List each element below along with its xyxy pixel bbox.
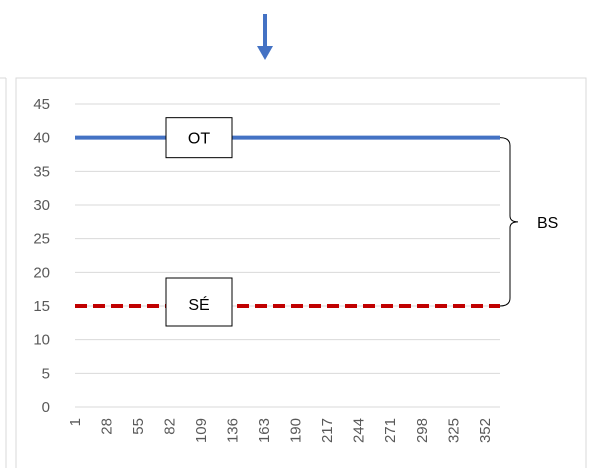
y-tick-label: 10 (33, 332, 50, 349)
annotations: OT SÉ BS (165, 14, 558, 327)
x-tick-label: 298 (414, 418, 431, 443)
se-label-box (165, 277, 233, 327)
y-tick-label: 20 (33, 264, 50, 281)
gridlines (75, 103, 500, 408)
y-axis-ticks: 0 5 10 15 20 25 30 35 40 45 (33, 96, 50, 416)
x-tick-label: 271 (382, 418, 399, 443)
ot-label: OT (188, 131, 210, 148)
y-tick-label: 15 (33, 298, 50, 315)
y-tick-label: 0 (42, 399, 50, 416)
se-label: SÉ (188, 295, 209, 314)
x-tick-label: 352 (477, 418, 494, 443)
x-tick-label: 55 (130, 418, 147, 435)
y-tick-label: 25 (33, 231, 50, 248)
y-tick-label: 40 (33, 130, 50, 147)
x-tick-label: 217 (319, 418, 336, 443)
chart-area-frame (15, 77, 587, 468)
series-lines (75, 135, 500, 308)
brace-label: BS (537, 215, 558, 232)
x-tick-label: 82 (162, 418, 179, 435)
y-tick-label: 5 (42, 365, 50, 382)
x-tick-label: 109 (193, 418, 210, 443)
y-tick-label: 30 (33, 197, 50, 214)
x-tick-label: 28 (99, 418, 116, 435)
arrow-down-icon (257, 46, 273, 60)
y-tick-label: 45 (33, 96, 50, 113)
ot-label-box (165, 117, 233, 159)
x-tick-label: 136 (225, 418, 242, 443)
brace-bracket (499, 137, 519, 307)
x-tick-label: 163 (256, 418, 273, 443)
y-tick-label: 35 (33, 163, 50, 180)
x-tick-label: 244 (351, 418, 368, 443)
x-tick-label: 325 (445, 418, 462, 443)
x-axis-ticks: 1 28 55 82 109 136 163 190 217 244 271 298 325 352 (67, 418, 494, 443)
x-tick-label: 190 (288, 418, 305, 443)
x-tick-label: 1 (67, 418, 84, 426)
